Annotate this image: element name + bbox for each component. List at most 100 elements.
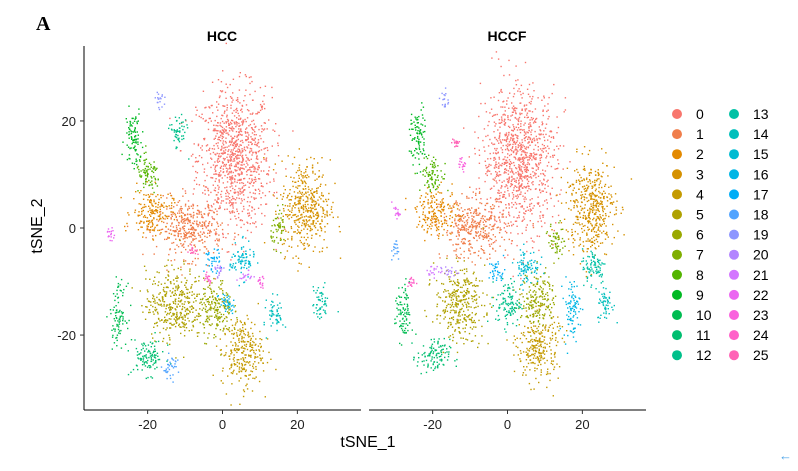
point [505,132,508,134]
point [185,234,187,237]
point [151,225,153,228]
point [220,304,222,306]
point [212,217,214,220]
point [179,228,182,230]
point [231,329,233,332]
point [317,199,319,201]
point [298,148,300,150]
point [237,166,239,169]
point [152,211,154,213]
point [228,327,230,329]
point [480,198,482,200]
point [217,197,219,199]
point [171,211,173,213]
point [230,157,232,159]
point [208,303,210,305]
point [294,213,297,216]
point [517,146,519,149]
point [153,345,156,347]
point [226,316,228,319]
point [203,223,206,226]
point [124,343,127,345]
point [151,209,154,211]
point [244,374,246,377]
point [553,149,555,151]
point [323,304,325,306]
point [124,320,126,322]
point [550,136,553,139]
point [142,236,144,238]
point [524,147,526,150]
point [189,270,191,272]
point [227,121,229,123]
point [239,72,241,74]
point [511,179,513,181]
point [241,155,243,158]
point [262,192,264,194]
point [177,138,180,140]
point [198,313,200,315]
point [250,196,253,198]
point [225,121,227,123]
point [106,316,108,318]
point [162,351,164,353]
point [218,260,221,262]
point [522,159,525,161]
point [218,198,220,200]
point [527,146,529,149]
point [118,323,121,325]
point [213,277,215,280]
point [265,160,268,162]
point [243,341,245,343]
point [530,202,533,205]
point [302,219,304,222]
point [234,364,236,366]
point [183,220,186,222]
point [234,305,236,307]
point [230,266,233,268]
point [478,214,480,216]
point [216,264,219,267]
point [507,149,509,151]
point [242,357,244,359]
point [247,212,249,215]
point [208,106,210,108]
point [536,235,538,237]
point [144,318,147,320]
point [511,102,513,104]
point [161,305,163,307]
point [490,187,493,189]
point [171,124,173,126]
point [506,185,508,187]
point [247,222,249,224]
point [249,339,252,341]
point [161,298,164,300]
point [203,138,206,141]
point [524,196,526,198]
point [325,303,327,305]
point [209,307,211,309]
point [263,153,266,155]
point [153,356,156,359]
point [494,137,496,139]
point [229,308,231,310]
point [484,102,486,105]
point [238,151,240,153]
point [174,303,177,305]
point [233,147,235,149]
point [460,228,462,230]
point [180,233,182,235]
point [226,170,228,172]
point [249,167,251,169]
point [218,271,220,273]
point [142,216,145,218]
point [518,189,520,192]
point [116,334,119,336]
point [187,232,190,234]
point [499,197,501,200]
point [552,136,555,138]
point [177,232,179,234]
point [189,235,191,238]
point [141,226,143,228]
point [188,320,190,322]
